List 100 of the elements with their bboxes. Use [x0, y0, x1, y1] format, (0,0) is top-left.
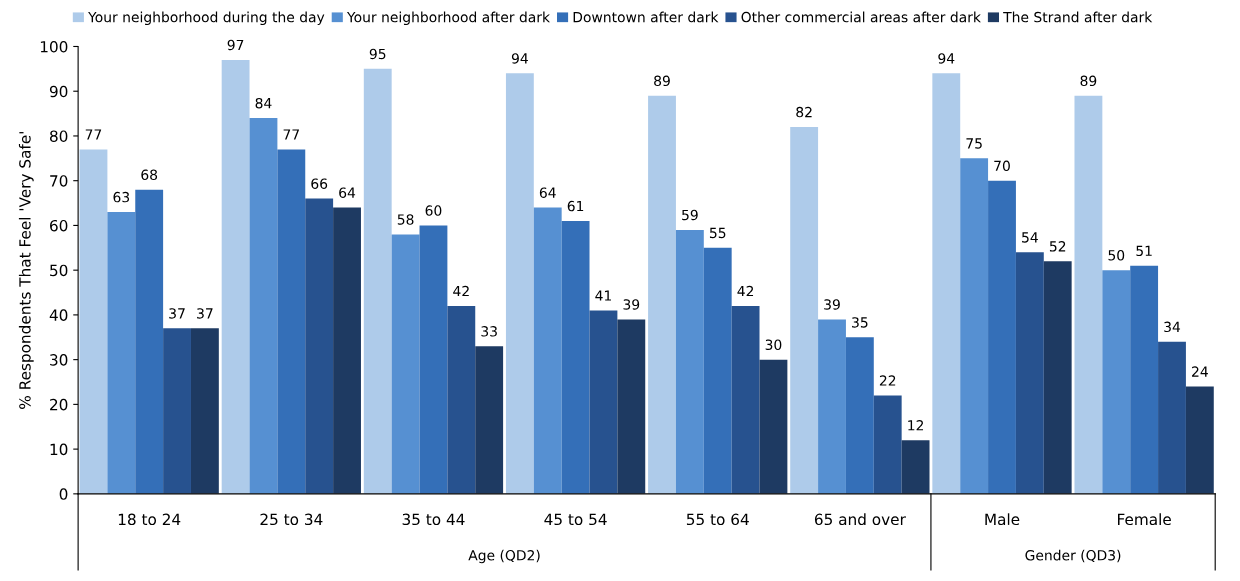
bar: [901, 440, 930, 494]
data-label: 61: [567, 200, 584, 212]
data-label: 70: [994, 160, 1010, 172]
data-label: 12: [908, 420, 924, 431]
data-label: 52: [1049, 241, 1066, 252]
data-label: 39: [824, 299, 840, 310]
bar: [533, 207, 562, 494]
bar: [221, 59, 250, 494]
bar: [391, 234, 420, 494]
data-label: 37: [197, 308, 213, 319]
x-tick-label: 35 to 44: [402, 513, 465, 526]
data-label: 82: [796, 106, 812, 118]
legend-label: Your neighborhood during the day: [88, 11, 325, 26]
bar: [988, 180, 1016, 494]
bar: [277, 149, 306, 494]
data-label: 50: [1108, 250, 1125, 261]
bar: [845, 337, 874, 494]
bar: [1185, 386, 1214, 494]
bar: [1130, 265, 1159, 494]
bar: [589, 310, 618, 494]
y-tick-label: 20: [50, 398, 68, 411]
data-label: 42: [737, 285, 754, 297]
bar: [305, 198, 334, 494]
bar: [249, 118, 278, 494]
bar: [135, 189, 164, 494]
text: Gender (QD3): [1025, 549, 1121, 563]
bar: [818, 319, 846, 494]
y-axis-title: % Respondents That Feel 'Very Safe': [18, 132, 34, 409]
bar: [363, 68, 392, 494]
data-label: 55: [709, 227, 726, 239]
bar: [419, 225, 448, 494]
text: Age (QD2): [468, 549, 540, 564]
data-label: 94: [938, 53, 955, 64]
bar: [648, 95, 676, 494]
bar: [1015, 252, 1044, 494]
data-label: 77: [283, 129, 299, 140]
bar: [561, 220, 590, 494]
x-tick-label: Female: [1118, 513, 1171, 526]
data-label: 66: [311, 178, 328, 189]
bar: [190, 328, 219, 494]
y-tick-label: 60: [50, 219, 68, 232]
data-label: 39: [623, 299, 640, 310]
bar: [932, 73, 961, 494]
x-tick-label: 25 to 34: [260, 513, 323, 526]
y-tick-label: 0: [59, 488, 68, 500]
data-label: 60: [425, 205, 442, 216]
legend-label: Your neighborhood after dark: [346, 11, 551, 26]
bar: [163, 328, 191, 494]
y-tick-label: 50: [50, 264, 68, 277]
bar: [703, 247, 732, 494]
bar: [731, 305, 760, 494]
bar: [1074, 95, 1103, 494]
data-label: 75: [966, 138, 982, 149]
data-label: 89: [1080, 75, 1097, 87]
data-label: 51: [1136, 245, 1152, 257]
y-tick-label: 80: [49, 130, 68, 142]
bar: [79, 149, 108, 494]
data-label: 64: [339, 187, 356, 198]
bar: [107, 212, 136, 494]
data-label: 89: [654, 75, 670, 87]
y-tick-label: 90: [49, 85, 68, 98]
bar: [1043, 261, 1072, 494]
legend-label: Other commercial areas after dark: [741, 11, 981, 23]
data-label: 68: [141, 169, 158, 180]
x-tick-label: 45 to 54: [544, 513, 607, 526]
x-tick-label: 65 and over: [814, 513, 906, 526]
legend-label: Downtown after dark: [573, 11, 719, 23]
y-tick-label: 10: [50, 443, 68, 456]
x-tick-label: Male: [985, 513, 1020, 526]
data-label: 34: [1164, 321, 1181, 333]
bar: [1158, 341, 1186, 494]
data-label: 24: [1192, 366, 1208, 377]
data-label: 77: [85, 129, 102, 140]
y-tick-label: 70: [50, 175, 68, 187]
y-tick-label: 100: [40, 40, 68, 53]
bar: [447, 305, 476, 494]
bar: [617, 319, 646, 494]
bar: [790, 127, 819, 494]
bar: [873, 395, 902, 494]
bar: [1102, 270, 1131, 494]
bar: [505, 73, 534, 494]
data-label: 22: [879, 375, 896, 386]
x-tick-label: 18 to 24: [118, 513, 181, 526]
data-label: 84: [255, 97, 272, 109]
y-tick-label: 30: [50, 354, 68, 366]
bar: [475, 346, 504, 494]
data-label: 97: [227, 39, 244, 51]
x-tick-label: 55 to 64: [686, 513, 749, 526]
data-label: 37: [169, 308, 185, 319]
data-label: 63: [113, 191, 130, 203]
bar: [675, 229, 704, 494]
data-label: 95: [369, 48, 386, 60]
data-label: 30: [765, 339, 782, 350]
data-label: 41: [595, 290, 611, 301]
y-tick-label: 40: [49, 309, 68, 321]
data-label: 33: [481, 326, 497, 337]
data-label: 64: [539, 187, 556, 198]
data-label: 94: [511, 53, 528, 64]
data-label: 58: [397, 214, 414, 225]
legend-label: The Strand after dark: [1003, 11, 1153, 23]
